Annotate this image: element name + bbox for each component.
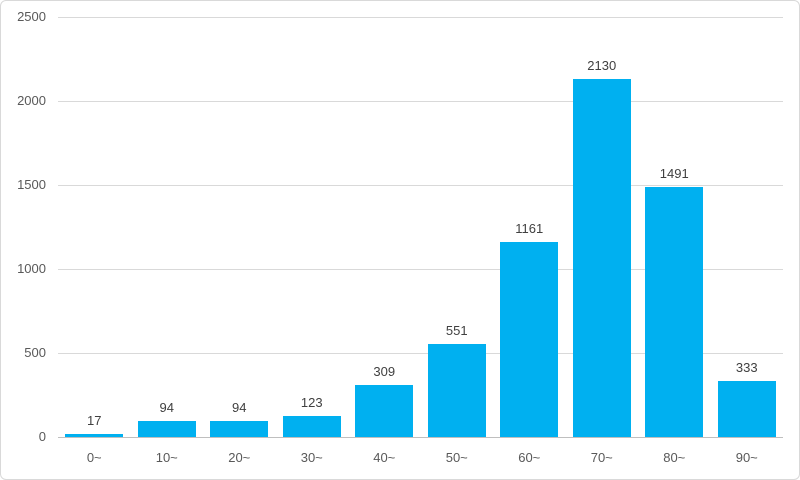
bar-value-label: 123 xyxy=(300,395,323,411)
y-axis-tick-label: 2500 xyxy=(17,9,46,24)
x-axis-category-label: 50~ xyxy=(445,450,468,465)
x-axis-line xyxy=(58,437,783,438)
bar-value-label: 94 xyxy=(232,400,247,416)
y-axis-tick-label: 0 xyxy=(38,429,46,444)
y-axis-tick-label: 1000 xyxy=(17,261,46,276)
x-axis-category-label: 70~ xyxy=(590,450,613,465)
bar xyxy=(282,416,341,437)
x-axis-category-label: 60~ xyxy=(518,450,541,465)
bar-value-label: 1491 xyxy=(659,165,689,181)
bar xyxy=(500,241,559,437)
gridline xyxy=(58,353,783,354)
x-axis-category-label: 10~ xyxy=(155,450,178,465)
bar-value-label: 1161 xyxy=(515,220,544,236)
y-axis-tick-label: 1500 xyxy=(17,177,46,192)
bar xyxy=(65,434,124,437)
bar xyxy=(137,421,196,437)
x-axis-category-label: 90~ xyxy=(735,450,758,465)
gridline xyxy=(58,185,783,186)
bar xyxy=(717,381,776,437)
bar xyxy=(427,344,486,437)
gridline xyxy=(58,101,783,102)
bar-value-label: 94 xyxy=(159,400,174,416)
gridline xyxy=(58,269,783,270)
gridline xyxy=(58,17,783,18)
bar xyxy=(572,79,631,437)
bar-value-label: 333 xyxy=(735,360,758,376)
y-axis-tick-label: 2000 xyxy=(17,93,46,108)
y-axis-tick-label: 500 xyxy=(24,345,46,360)
x-axis-category-label: 80~ xyxy=(663,450,686,465)
bar-value-label: 17 xyxy=(87,413,102,429)
x-axis-category-label: 40~ xyxy=(373,450,396,465)
bar xyxy=(645,186,704,437)
x-axis-category-label: 30~ xyxy=(300,450,323,465)
bar xyxy=(210,421,269,437)
bar xyxy=(355,385,414,437)
bar-value-label: 2130 xyxy=(587,58,617,74)
x-axis-category-label: 0~ xyxy=(86,450,102,465)
bar-value-label: 551 xyxy=(445,323,468,339)
x-axis-category-label: 20~ xyxy=(228,450,251,465)
bar-value-label: 309 xyxy=(373,364,396,380)
